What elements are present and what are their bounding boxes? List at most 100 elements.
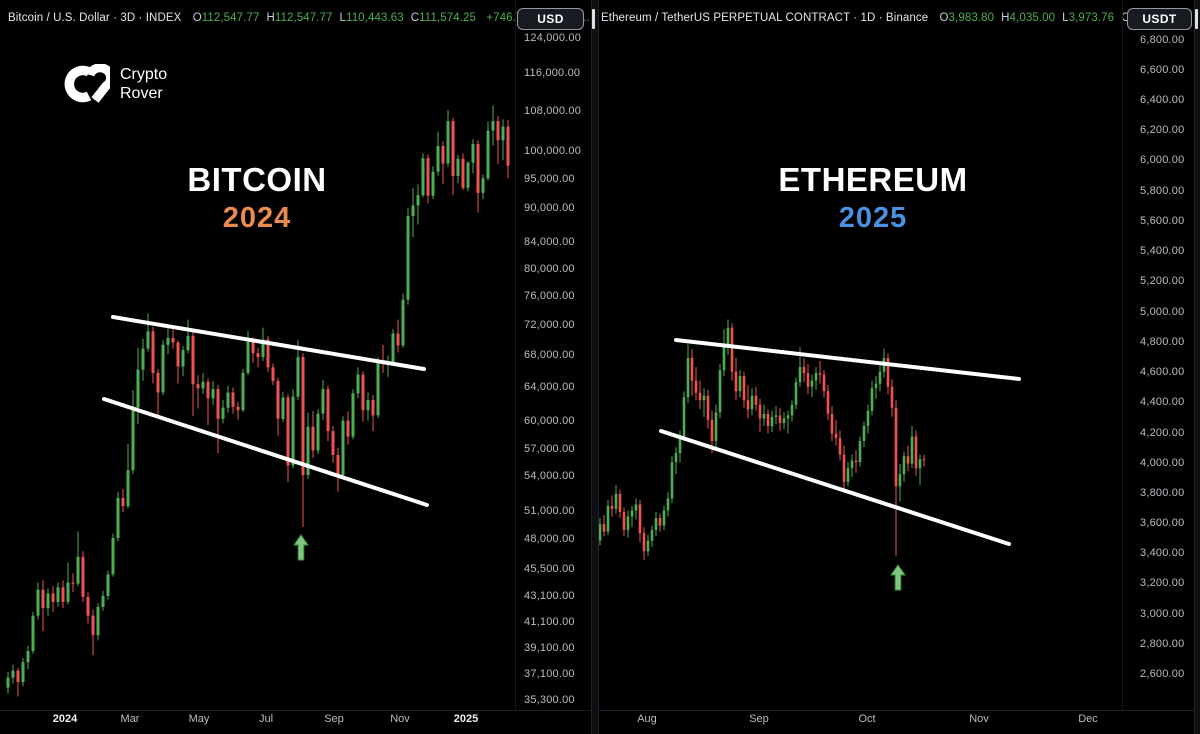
btc-time-axis-border (0, 710, 591, 711)
price-label: 4,800.00 (1140, 336, 1185, 348)
panel-divider[interactable] (591, 0, 599, 734)
price-label: 5,600.00 (1140, 215, 1185, 227)
btc-trendline-2[interactable] (102, 397, 429, 507)
price-label: 3,800.00 (1140, 487, 1185, 499)
time-label: Sep (324, 713, 344, 725)
price-label: 3,600.00 (1140, 517, 1185, 529)
price-label: 84,000.00 (524, 236, 575, 248)
crypto-rover-logo: Crypto Rover (62, 64, 167, 104)
price-label: 5,800.00 (1140, 185, 1185, 197)
time-label: Jul (258, 713, 274, 725)
usd-currency-button[interactable]: USD (517, 8, 584, 30)
eth-price-axis-border (1122, 0, 1123, 710)
price-label: 3,200.00 (1140, 577, 1185, 589)
bitcoin-symbol-text[interactable]: Bitcoin / U.S. Dollar · 3D · INDEX (8, 12, 182, 24)
ohlc-field: L3,973.76 (1062, 12, 1115, 24)
price-label: 51,000.00 (524, 505, 575, 517)
price-label: 76,000.00 (524, 290, 575, 302)
time-label: Aug (637, 713, 657, 725)
eth-candles (594, 319, 926, 561)
eth-trendline-1[interactable] (674, 338, 1021, 381)
btc-sidebar-handle[interactable] (592, 9, 595, 29)
price-label: 57,000.00 (524, 443, 575, 455)
time-label: 2024 (52, 713, 78, 725)
price-label: 124,000.00 (524, 32, 582, 44)
price-label: 39,100.00 (524, 642, 575, 654)
ohlc-field: H112,547.77 (266, 12, 333, 24)
btc-trendline-1[interactable] (111, 315, 426, 371)
price-label: 54,000.00 (524, 470, 575, 482)
price-label: 100,000.00 (524, 145, 582, 157)
price-label: 5,400.00 (1140, 245, 1185, 257)
eth-up-arrow[interactable] (890, 564, 906, 591)
time-label: Mar (120, 713, 140, 725)
time-label: Nov (969, 713, 989, 725)
time-label: 2025 (453, 713, 479, 725)
price-label: 43,100.00 (524, 590, 575, 602)
eth-time-axis-border (597, 710, 1194, 711)
price-label: 37,100.00 (524, 668, 575, 680)
price-label: 41,100.00 (524, 616, 575, 628)
price-label: 35,300.00 (524, 694, 575, 706)
time-axis[interactable]: 2024 Mar May Jul Sep Nov 2025 Aug Sep Oct Nov Dec (0, 713, 1200, 729)
price-label: 4,600.00 (1140, 366, 1185, 378)
bitcoin-year-label: 2024 (222, 202, 292, 234)
price-label: 5,000.00 (1140, 306, 1185, 318)
ohlc-field: L110,443.63 (339, 12, 404, 24)
ethereum-symbol-text[interactable]: Ethereum / TetherUS PERPETUAL CONTRACT ·… (601, 12, 929, 24)
ohlc-field: O3,983.80 (939, 12, 995, 24)
price-label: 6,800.00 (1140, 34, 1185, 46)
ohlc-field: C111,574.25 (410, 12, 477, 24)
price-label: 5,200.00 (1140, 275, 1185, 287)
bitcoin-title: BITCOIN (187, 161, 327, 198)
ethereum-header: Ethereum / TetherUS PERPETUAL CONTRACT ·… (601, 12, 1192, 28)
eth-trendline-2[interactable] (659, 429, 1011, 546)
price-label: 4,000.00 (1140, 457, 1185, 469)
btc-candles (6, 105, 510, 697)
price-label: 6,400.00 (1140, 94, 1185, 106)
price-label: 45,500.00 (524, 563, 575, 575)
time-label: Nov (390, 713, 410, 725)
crypto-rover-logo-mark (64, 64, 110, 103)
price-label: 2,600.00 (1140, 668, 1185, 680)
ethereum-title: ETHEREUM (778, 161, 968, 198)
price-label: 48,000.00 (524, 533, 575, 545)
bitcoin-ohlc-values: O112,547.77 H112,547.77 L110,443.63 C111,57… (193, 12, 483, 24)
price-label: 95,000.00 (524, 173, 575, 185)
price-label: 3,000.00 (1140, 608, 1185, 620)
price-label: 3,400.00 (1140, 547, 1185, 559)
logo-text-line2: Rover (120, 85, 163, 102)
price-label: 64,000.00 (524, 381, 575, 393)
price-label: 60,000.00 (524, 415, 575, 427)
right-edge-strip (1194, 0, 1200, 734)
time-label: Oct (858, 713, 876, 725)
btc-up-arrow[interactable] (293, 534, 309, 561)
price-label: 80,000.00 (524, 263, 575, 275)
price-label: 108,000.00 (524, 105, 582, 117)
time-label: Dec (1078, 713, 1098, 725)
price-label: 6,200.00 (1140, 124, 1185, 136)
price-label: 2,800.00 (1140, 638, 1185, 650)
price-label: 90,000.00 (524, 202, 575, 214)
price-label: 6,600.00 (1140, 64, 1185, 76)
eth-price-axis[interactable]: 6,800.00 6,600.00 6,400.00 6,200.00 6,000.00… (1140, 0, 1194, 710)
ohlc-field: O112,547.77 (192, 12, 260, 24)
price-label: 72,000.00 (524, 319, 575, 331)
bitcoin-header: Bitcoin / U.S. Dollar · 3D · INDEX O112,… (8, 12, 590, 28)
price-label: 4,200.00 (1140, 427, 1185, 439)
btc-price-axis-border (515, 0, 516, 710)
price-label: 68,000.00 (524, 349, 575, 361)
ethereum-year-label: 2025 (838, 202, 908, 234)
time-label: May (188, 713, 210, 725)
price-label: 6,000.00 (1140, 154, 1185, 166)
price-label: 4,400.00 (1140, 396, 1185, 408)
eth-sidebar-handle[interactable] (1195, 9, 1198, 29)
price-label: 116,000.00 (524, 67, 581, 79)
usdt-currency-button[interactable]: USDT (1127, 8, 1192, 30)
btc-price-axis[interactable]: 124,000.00 116,000.00 108,000.00 100,000.00… (524, 0, 592, 710)
logo-text-line1: Crypto (120, 66, 168, 83)
ohlc-field: H4,035.00 (1001, 12, 1056, 24)
time-label: Sep (749, 713, 769, 725)
